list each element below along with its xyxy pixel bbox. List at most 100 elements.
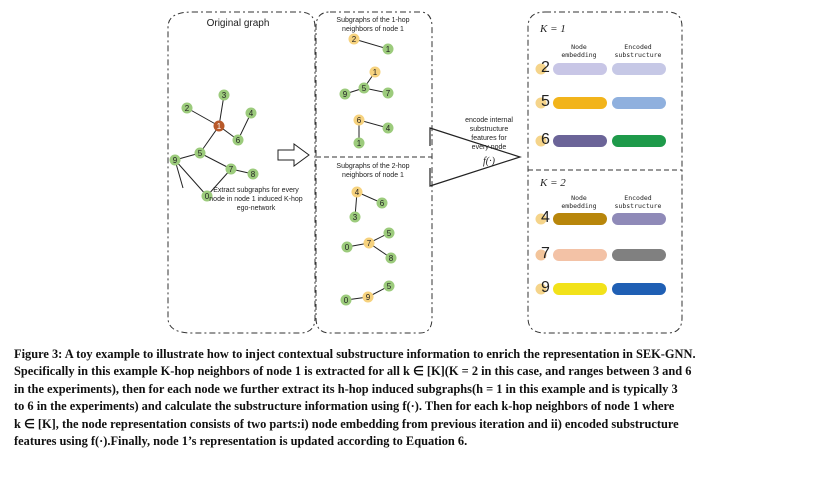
two-hop-subgraph-3-node-5: [383, 280, 395, 292]
original-node-2-label: 2: [185, 104, 190, 113]
encode-text-line3: features for: [471, 135, 507, 142]
one-hop-subgraph-3-node-1-label: 1: [357, 139, 362, 148]
k1-node-embedding-bar-2: [553, 63, 607, 75]
one-hop-subgraph-2-node-1-label: 1: [373, 68, 378, 77]
caption-line-3: in the experiments), then for each node …: [14, 381, 678, 396]
caption-line-4: to 6 in the experiments) and calculate t…: [14, 399, 675, 414]
original-node-2: [181, 102, 193, 114]
one-hop-subgraph-2-node-7: [382, 87, 394, 99]
k1-node-embedding-bar-5: [553, 97, 607, 109]
two-hop-subgraph-1-node-6: [376, 197, 388, 209]
one-hop-subgraph-1-node-2-label: 2: [352, 35, 357, 44]
k1-col-node-line1: Node: [571, 43, 587, 51]
k1-row-node-2-label: 2: [541, 59, 550, 76]
original-node-1: [213, 120, 225, 132]
subgraph-panel: [315, 11, 433, 334]
original-node-9: [169, 154, 181, 166]
one-hop-subgraph-2-node-5-label: 5: [362, 84, 367, 93]
caption-line-5: k ∈ [K], the node representation consist…: [14, 416, 679, 431]
original-node-6: [232, 134, 244, 146]
original-node-3-label: 3: [222, 91, 227, 100]
one-hop-subgraph-3-node-1: [353, 137, 365, 149]
k2-row-node-9-label: 9: [541, 279, 550, 296]
original-node-5-label: 5: [198, 149, 203, 158]
caption-line-1: Figure 3: A toy example to illustrate ho…: [14, 347, 696, 361]
original-node-8: [247, 168, 259, 180]
k2-label: K = 2: [539, 177, 566, 189]
two-hop-subgraph-1-node-3-label: 3: [353, 213, 358, 222]
k2-col-sub-line2: substructure: [615, 202, 662, 210]
original-node-6-label: 6: [236, 136, 241, 145]
two-hop-subgraph-2-node-0: [341, 241, 353, 253]
original-node-0: [201, 190, 213, 202]
one-hop-subgraph-2-node-9-label: 9: [343, 90, 348, 99]
original-node-9-label: 9: [173, 156, 178, 165]
k1-row-node-5: [535, 97, 547, 109]
k2-row-node-4-label: 4: [541, 209, 550, 226]
caption-line-6: features using f(·).Finally, node 1’s re…: [14, 434, 468, 449]
one-hop-subgraph-2-node-1: [369, 66, 381, 78]
k1-substructure-bar-6: [612, 135, 666, 147]
one-hop-subgraph-2-node-9: [339, 88, 351, 100]
figure-caption: Figure 3: A toy example to illustrate ho…: [14, 346, 820, 450]
k1-node-embedding-bar-6: [553, 135, 607, 147]
one-hop-subgraph-3-node-4: [382, 122, 394, 134]
original-node-7: [225, 163, 237, 175]
original-graph-panel: [167, 11, 316, 334]
k2-col-node-line2: embedding: [561, 202, 596, 210]
k1-substructure-bar-5: [612, 97, 666, 109]
one-hop-subgraph-2-node-5: [358, 82, 370, 94]
encode-text-line4: every node: [472, 144, 507, 151]
two-hop-subgraph-2-node-8-label: 8: [389, 254, 394, 263]
extract-text-line3: ego-network: [237, 205, 276, 212]
embedding-panel: [527, 11, 683, 334]
k1-col-node-line2: embedding: [561, 51, 596, 59]
two-hop-subgraph-1-node-4-label: 4: [355, 188, 360, 197]
original-node-4: [245, 107, 257, 119]
encode-text-line1: encode internal: [465, 117, 513, 124]
one-hop-title-line1: Subgraphs of the 1-hop: [336, 17, 409, 24]
k2-node-embedding-bar-9: [553, 283, 607, 295]
one-hop-subgraph-1-node-1: [382, 43, 394, 55]
two-hop-subgraph-2-node-8: [385, 252, 397, 264]
k1-row-node-6: [535, 135, 547, 147]
original-graph-title: Original graph: [207, 18, 270, 29]
original-node-3: [218, 89, 230, 101]
one-hop-subgraph-1-node-2: [348, 33, 360, 45]
original-node-7-label: 7: [229, 165, 234, 174]
two-hop-title-line1: Subgraphs of the 2-hop: [336, 163, 409, 170]
k2-substructure-bar-7: [612, 249, 666, 261]
k2-row-node-4: [535, 213, 547, 225]
k2-row-node-9: [535, 283, 547, 295]
extract-text-line1: Extract subgraphs for every: [213, 187, 299, 194]
one-hop-subgraph-3-node-4-label: 4: [386, 124, 391, 133]
k1-row-node-6-label: 6: [541, 131, 550, 148]
k2-substructure-bar-9: [612, 283, 666, 295]
extract-text-line2: node in node 1 induced K-hop: [209, 196, 303, 203]
k1-row-node-2: [535, 63, 547, 75]
two-hop-subgraph-2-node-5-label: 5: [387, 229, 392, 238]
original-node-1-label: 1: [217, 122, 222, 131]
encode-text-line2: substructure: [470, 126, 509, 133]
caption-line-2: Specifically in this example K-hop neigh…: [14, 364, 692, 379]
k2-row-node-7: [535, 249, 547, 261]
two-hop-subgraph-2-node-0-label: 0: [345, 243, 350, 252]
k1-col-sub-line2: substructure: [615, 51, 662, 59]
original-node-8-label: 8: [251, 170, 256, 179]
function-label: f(·): [483, 156, 496, 167]
original-node-5: [194, 147, 206, 159]
two-hop-subgraph-3-node-0-label: 0: [344, 296, 349, 305]
two-hop-subgraph-2-node-7-label: 7: [367, 239, 372, 248]
two-hop-title-line2: neighbors of node 1: [342, 172, 404, 179]
two-hop-subgraph-3-node-0: [340, 294, 352, 306]
encode-arrow: [429, 127, 522, 187]
k1-row-node-5-label: 5: [541, 93, 550, 110]
k2-node-embedding-bar-4: [553, 213, 607, 225]
k2-row-node-7-label: 7: [541, 245, 550, 262]
one-hop-subgraph-1-node-1-label: 1: [386, 45, 391, 54]
k1-col-sub-line1: Encoded: [624, 43, 651, 51]
k2-col-sub-line1: Encoded: [624, 194, 651, 202]
k2-col-node-line1: Node: [571, 194, 587, 202]
one-hop-title-line2: neighbors of node 1: [342, 26, 404, 33]
